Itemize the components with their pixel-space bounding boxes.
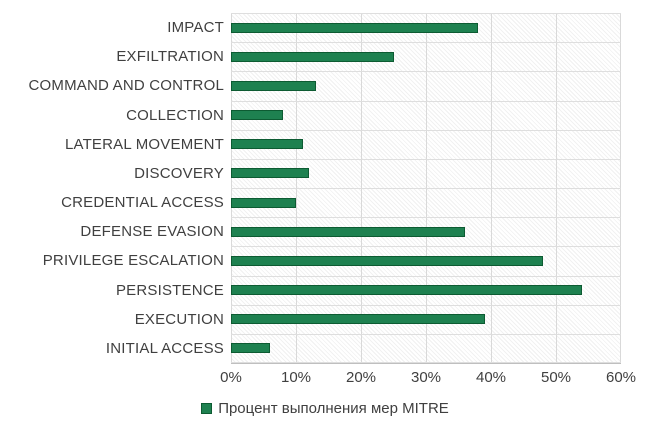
legend-series-label: Процент выполнения мер MITRE xyxy=(218,400,449,417)
x-axis-tick-label: 0% xyxy=(220,369,242,386)
bar-impact xyxy=(231,23,478,33)
bar-discovery xyxy=(231,168,309,178)
x-axis-tick-label: 20% xyxy=(345,369,377,386)
plot-area xyxy=(231,13,621,364)
bar-persistence xyxy=(231,285,582,295)
x-axis-tick-label: 40% xyxy=(475,369,507,386)
gridline-horizontal xyxy=(231,71,621,72)
category-label-defense-evasion: DEFENSE EVASION xyxy=(80,223,224,241)
bar-lateral-movement xyxy=(231,139,303,149)
gridline-horizontal xyxy=(231,159,621,160)
x-axis-tick-label: 50% xyxy=(540,369,572,386)
gridline-horizontal xyxy=(231,130,621,131)
gridline-horizontal xyxy=(231,334,621,335)
category-label-initial-access: INITIAL ACCESS xyxy=(105,339,224,357)
x-axis-tick-label: 30% xyxy=(410,369,442,386)
bar-execution xyxy=(231,314,485,324)
bar-command-and-control xyxy=(231,81,316,91)
category-label-command-and-control: COMMAND AND CONTROL xyxy=(28,77,224,95)
bar-credential-access xyxy=(231,198,296,208)
bar-defense-evasion xyxy=(231,227,465,237)
category-label-persistence: PERSISTENCE xyxy=(115,281,224,299)
legend: Процент выполнения мер MITRE xyxy=(0,400,650,417)
gridline-horizontal xyxy=(231,42,621,43)
gridline-horizontal xyxy=(231,305,621,306)
category-label-impact: IMPACT xyxy=(167,19,224,36)
x-axis-tick-label: 60% xyxy=(605,369,637,386)
gridline-horizontal xyxy=(231,276,621,277)
category-label-lateral-movement: LATERAL MOVEMENT xyxy=(64,135,224,153)
gridline-horizontal xyxy=(231,362,621,363)
bar-exfiltration xyxy=(231,52,394,62)
bar-initial-access xyxy=(231,343,270,353)
category-label-credential-access: CREDENTIAL ACCESS xyxy=(61,194,224,211)
x-axis-tick-label: 10% xyxy=(280,369,312,386)
bar-privilege-escalation xyxy=(231,256,543,266)
category-label-privilege-escalation: PRIVILEGE ESCALATION xyxy=(42,252,224,270)
category-label-exfiltration: EXFILTRATION xyxy=(116,48,224,66)
legend-series-marker-icon xyxy=(201,403,213,414)
gridline-horizontal xyxy=(231,13,621,14)
category-label-execution: EXECUTION xyxy=(134,310,224,328)
gridline-horizontal xyxy=(231,188,621,189)
bar-collection xyxy=(231,110,283,120)
gridline-horizontal xyxy=(231,101,621,102)
category-label-collection: COLLECTION xyxy=(126,106,224,124)
category-axis-labels: IMPACT EXFILTRATION COMMAND AND CONTROL COL… xyxy=(0,13,224,363)
category-label-discovery: DISCOVERY xyxy=(134,164,224,182)
gridline-horizontal xyxy=(231,246,621,247)
value-axis-labels: 0% 10% 20% 30% 40% 50% 60% xyxy=(0,369,650,389)
gridline-horizontal xyxy=(231,217,621,218)
